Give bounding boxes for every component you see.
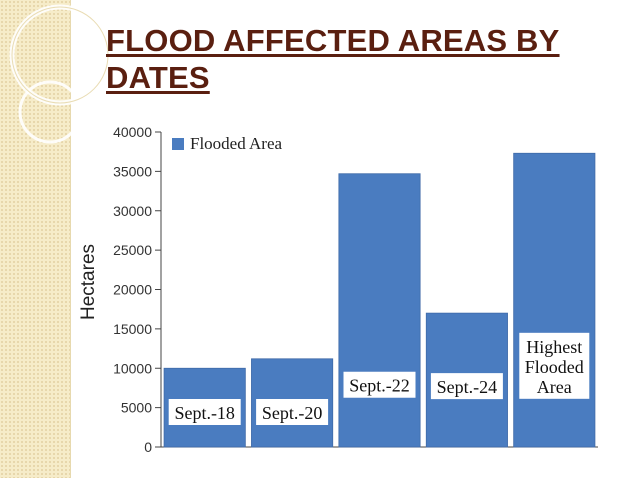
y-tick-label: 35000 [113, 163, 152, 179]
y-tick-label: 10000 [113, 360, 152, 376]
y-tick-label: 40000 [113, 124, 152, 140]
decorative-ring-large-edge [11, 6, 109, 104]
bar-label-box [343, 371, 416, 398]
side-strip-divider [70, 0, 71, 478]
legend-swatch [172, 138, 184, 150]
bar-label-box [168, 399, 241, 425]
y-tick-label: 15000 [113, 321, 152, 337]
bar-label: Area [537, 377, 572, 397]
bar-label: Sept.-22 [349, 376, 410, 396]
y-tick-label: 20000 [113, 282, 152, 298]
y-tick-label: 25000 [113, 242, 152, 258]
bar-label-box [430, 373, 503, 400]
bar-label: Highest [526, 337, 582, 357]
legend: Flooded Area [172, 134, 283, 153]
y-tick-label: 30000 [113, 203, 152, 219]
bar-label: Sept.-20 [262, 403, 323, 423]
y-tick-label: 0 [144, 439, 152, 455]
bar-label: Flooded [525, 357, 584, 377]
decorative-rings [9, 4, 111, 144]
y-axis-label: Hectares [78, 244, 99, 320]
bar [513, 152, 596, 448]
bar-label: Sept.-24 [437, 377, 498, 397]
bar-label-box [256, 399, 329, 425]
bars: Sept.-18 Sept.-20 Sept.-22 Sept.-24 HighestF… [163, 152, 596, 448]
y-tick-label: 5000 [121, 400, 152, 416]
bar [338, 173, 421, 448]
slide-title: FLOOD AFFECTED AREAS BY DATES [106, 23, 560, 95]
decorative-side-strip [0, 0, 70, 478]
decorative-ring-small [18, 80, 82, 144]
legend-label: Flooded Area [190, 134, 283, 153]
bar-label: Sept.-18 [174, 403, 235, 423]
bar-label-box [519, 332, 590, 399]
